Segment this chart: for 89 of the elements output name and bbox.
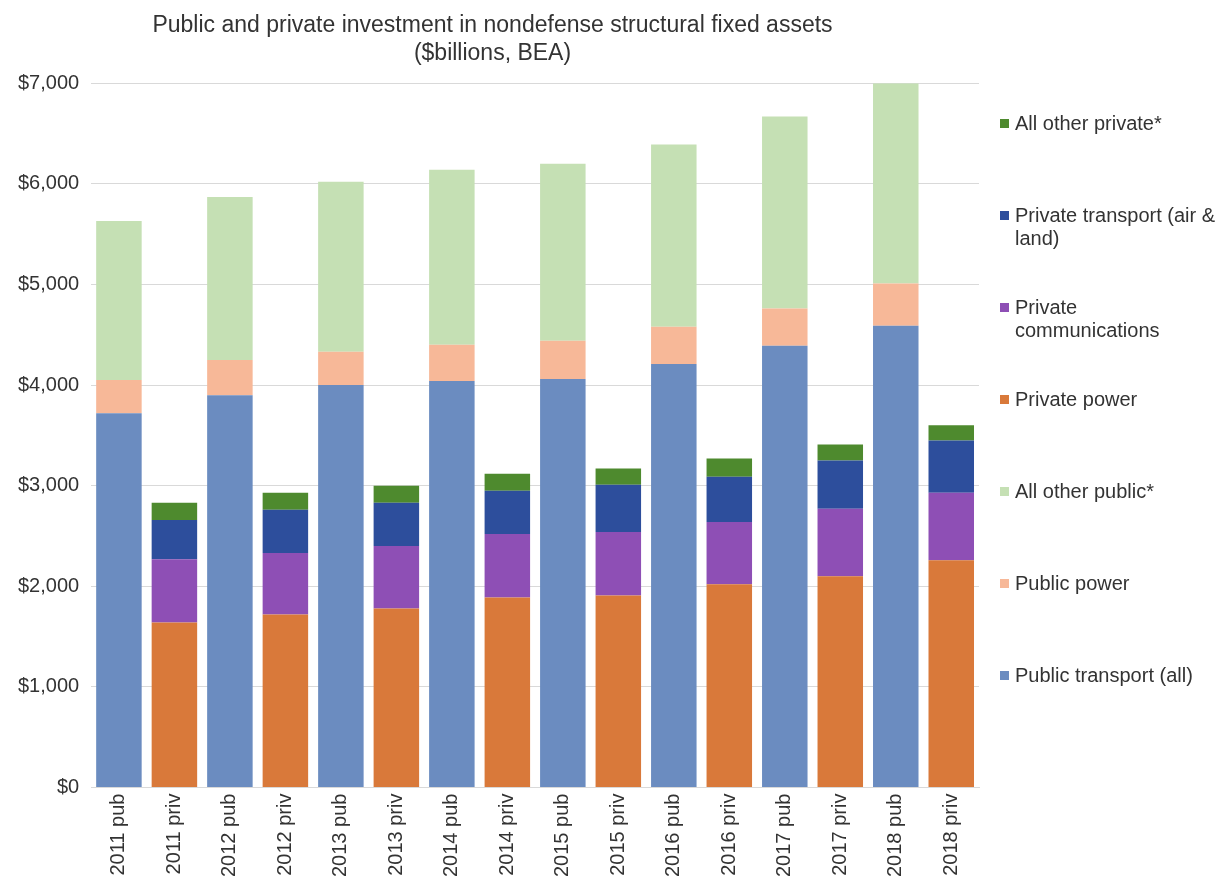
- bar: [928, 425, 975, 441]
- bar: [318, 351, 364, 386]
- x-tick-label: 2016 priv: [716, 793, 739, 876]
- x-tick-label: 2012 priv: [272, 793, 295, 876]
- bar: [484, 597, 531, 788]
- bar: [484, 490, 531, 535]
- x-tick-label: 2018 priv: [938, 793, 961, 876]
- bar: [651, 326, 697, 364]
- chart-title: Public and private investment in nondefense structural fixed assets: [152, 11, 833, 38]
- legend-label: Public transport (all): [1015, 664, 1193, 687]
- bar: [96, 221, 142, 381]
- y-tick-label: $2,000: [18, 573, 80, 596]
- bar: [928, 560, 975, 788]
- x-tick-label: 2012 pub: [217, 793, 240, 877]
- x-tick-label: 2014 pub: [439, 793, 462, 877]
- bar: [706, 458, 753, 477]
- bar: [373, 546, 420, 609]
- x-tick-label: 2015 pub: [550, 793, 573, 877]
- bar: [540, 340, 586, 380]
- bar: [96, 413, 142, 788]
- bar: [540, 163, 586, 341]
- legend-label: Private communications: [1015, 296, 1161, 342]
- bar: [318, 385, 364, 788]
- bar: [429, 381, 475, 788]
- bar: [373, 608, 420, 788]
- legend-label: All other private*: [1015, 112, 1162, 135]
- chart-subtitle: ($billions, BEA): [413, 38, 572, 65]
- bar: [595, 595, 642, 788]
- bar: [595, 531, 642, 596]
- bar: [595, 468, 642, 485]
- bar: [262, 492, 309, 510]
- bar: [262, 553, 309, 615]
- bar: [540, 379, 586, 788]
- x-tick-label: 2013 priv: [383, 793, 406, 876]
- y-tick-label: $5,000: [18, 271, 80, 294]
- bar: [762, 308, 808, 346]
- x-tick-label: 2016 pub: [661, 793, 684, 877]
- x-tick-label: 2018 pub: [883, 793, 906, 877]
- bar: [262, 509, 309, 554]
- bar: [651, 144, 697, 327]
- bar: [928, 440, 975, 493]
- bar: [96, 380, 142, 414]
- bar: [151, 502, 198, 520]
- bar: [151, 519, 198, 560]
- y-tick-label: $7,000: [18, 70, 80, 93]
- x-tick-label: 2014 priv: [494, 793, 517, 876]
- bar: [151, 622, 198, 788]
- bar: [207, 359, 253, 396]
- bar: [373, 502, 420, 547]
- bar: [817, 508, 864, 577]
- bar: [151, 559, 198, 623]
- y-tick-label: $1,000: [18, 674, 80, 697]
- bar: [817, 444, 864, 461]
- bar: [817, 576, 864, 788]
- y-tick-label: $4,000: [18, 372, 80, 395]
- bar: [595, 484, 642, 532]
- bar: [207, 395, 253, 788]
- bar: [762, 116, 808, 309]
- bar: [207, 196, 253, 360]
- bar: [373, 485, 420, 503]
- legend-label: Private transport (air & land): [1015, 204, 1217, 250]
- y-tick-label: $3,000: [18, 473, 80, 496]
- y-tick-label: $0: [56, 775, 80, 798]
- bar: [706, 584, 753, 788]
- legend-label: All other public*: [1015, 480, 1154, 503]
- x-tick-label: 2017 pub: [772, 793, 795, 877]
- bar: [873, 325, 919, 788]
- bar: [429, 344, 475, 382]
- bar: [262, 614, 309, 788]
- bar: [873, 283, 919, 326]
- y-tick-label: $6,000: [18, 171, 80, 194]
- bar: [318, 181, 364, 352]
- bar: [706, 476, 753, 522]
- bar: [762, 345, 808, 788]
- x-tick-label: 2015 priv: [605, 793, 628, 876]
- bar: [706, 521, 753, 585]
- x-tick-label: 2013 pub: [328, 793, 351, 877]
- bar: [873, 83, 919, 284]
- bar: [484, 473, 531, 491]
- legend-label: Public power: [1015, 572, 1130, 595]
- legend-label: Private power: [1015, 388, 1138, 411]
- bar: [817, 460, 864, 509]
- x-tick-label: 2017 priv: [827, 793, 850, 876]
- bar: [484, 534, 531, 598]
- x-tick-label: 2011 priv: [161, 793, 184, 875]
- bar: [928, 492, 975, 561]
- bar: [429, 169, 475, 345]
- x-tick-label: 2011 pub: [106, 793, 129, 876]
- bar: [651, 363, 697, 788]
